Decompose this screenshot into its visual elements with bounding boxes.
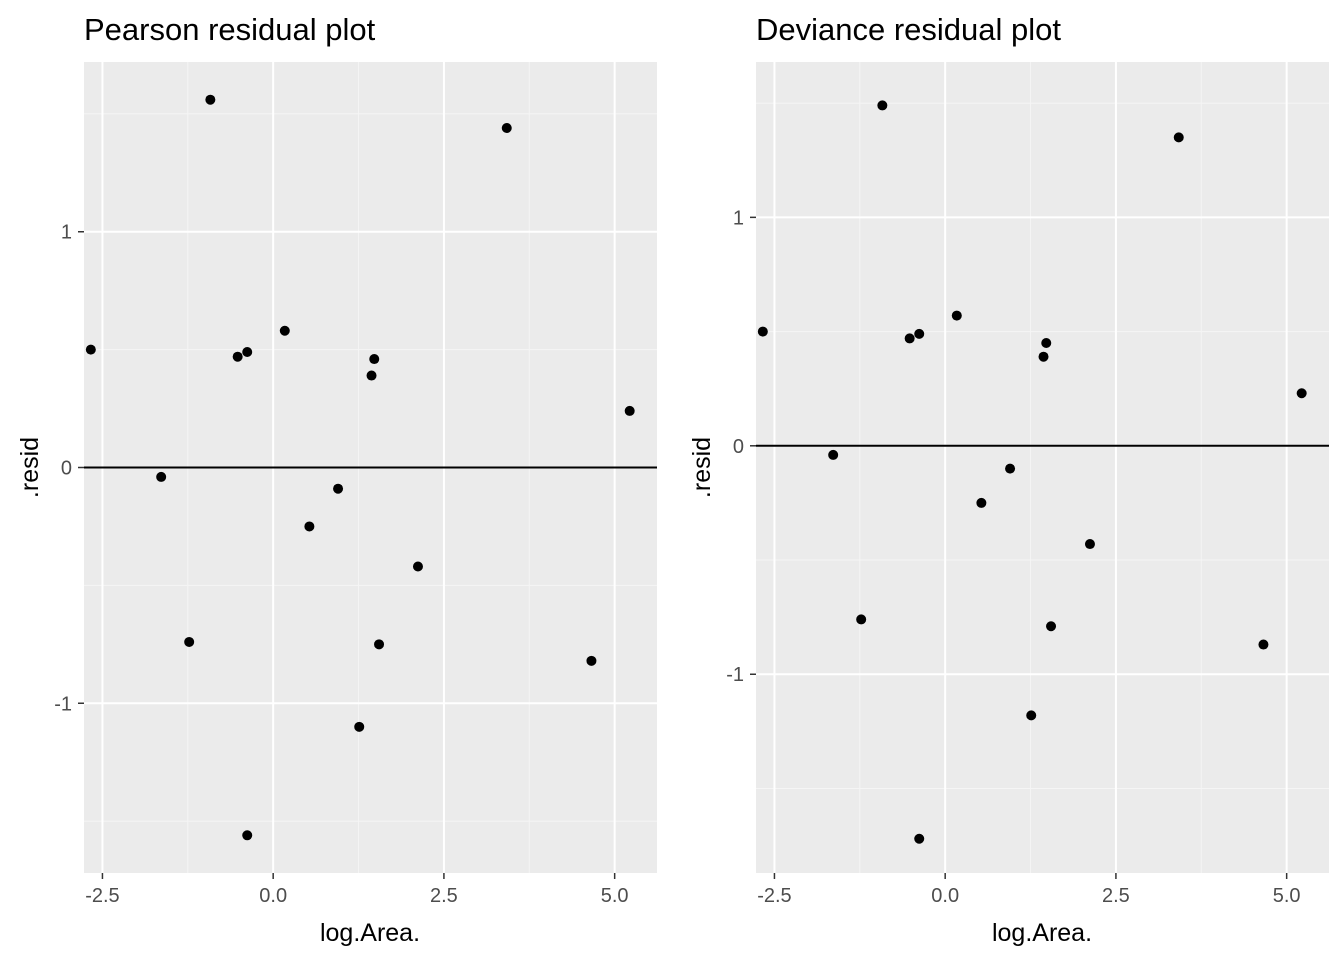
data-point (369, 354, 380, 365)
y-tick-label: 1 (733, 207, 744, 229)
data-point (156, 471, 167, 482)
data-point (1026, 710, 1037, 721)
data-point (976, 497, 987, 508)
y-tick-label: -1 (54, 693, 72, 715)
deviance-residual-panel: Deviance residual plot -2.5 0.0 2.5 5.0 -1 0 1 l… (688, 12, 1329, 947)
data-point (1046, 621, 1057, 632)
data-point (333, 483, 344, 494)
data-point (1038, 351, 1049, 362)
x-axis-title: log.Area. (320, 919, 420, 947)
x-tick-label: 5.0 (1273, 885, 1301, 907)
data-point (1258, 639, 1269, 650)
x-tick-label: 0.0 (931, 885, 959, 907)
data-point (856, 614, 867, 625)
x-tick-label: 2.5 (430, 885, 458, 907)
data-point (877, 100, 888, 111)
y-axis-title: .resid (688, 437, 716, 498)
data-point (232, 351, 243, 362)
data-point (184, 636, 195, 647)
data-point (279, 325, 290, 336)
data-point (366, 370, 377, 381)
data-point (914, 833, 925, 844)
y-tick-label: -1 (726, 664, 744, 686)
data-point (304, 521, 315, 532)
data-point (1296, 388, 1307, 399)
plot-panel-background (756, 62, 1329, 873)
data-point (914, 328, 925, 339)
x-tick-label: 2.5 (1102, 885, 1130, 907)
data-point (354, 721, 365, 732)
pearson-residual-panel: Pearson residual plot -2.5 0.0 2.5 5.0 -1 0 1 lo… (16, 12, 657, 947)
x-tick-label: -2.5 (85, 885, 119, 907)
data-point (374, 639, 385, 650)
data-point (1041, 337, 1052, 348)
chart-title: Deviance residual plot (756, 12, 1061, 47)
chart-title: Pearson residual plot (84, 12, 376, 47)
data-point (951, 310, 962, 321)
data-point (904, 333, 915, 344)
data-point (1084, 539, 1095, 550)
x-tick-label: 0.0 (259, 885, 287, 907)
y-axis-title: .resid (16, 437, 44, 498)
y-tick-label: 1 (61, 222, 72, 244)
data-point (205, 94, 216, 105)
data-point (586, 655, 597, 666)
y-tick-label: 0 (733, 436, 744, 458)
data-point (828, 449, 839, 460)
data-point (757, 326, 768, 337)
data-point (624, 405, 635, 416)
data-point (242, 346, 253, 357)
data-point (1173, 132, 1184, 143)
x-tick-label: 5.0 (601, 885, 629, 907)
data-point (412, 561, 423, 572)
data-point (85, 344, 96, 355)
x-axis-title: log.Area. (992, 919, 1092, 947)
data-point (501, 123, 512, 134)
data-point (1005, 463, 1016, 474)
x-tick-label: -2.5 (757, 885, 791, 907)
data-point (242, 830, 253, 841)
y-tick-label: 0 (61, 458, 72, 480)
